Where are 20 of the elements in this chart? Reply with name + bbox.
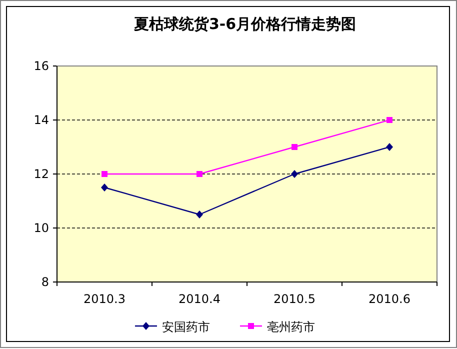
- point: [386, 117, 392, 123]
- y-tick-label: 12: [34, 167, 49, 181]
- x-tick-label: 2010.5: [274, 292, 316, 306]
- y-tick-label: 14: [34, 113, 49, 127]
- legend-label: 安国药市: [162, 320, 210, 334]
- point: [291, 170, 298, 178]
- point: [196, 171, 202, 177]
- point: [386, 143, 393, 151]
- y-tick-label: 16: [34, 59, 49, 73]
- point: [196, 210, 203, 218]
- x-tick-label: 2010.6: [368, 292, 410, 306]
- x-tick-label: 2010.4: [178, 292, 220, 306]
- y-tick-label: 10: [34, 221, 49, 235]
- y-tick-label: 8: [41, 275, 49, 289]
- point: [292, 144, 298, 150]
- point: [101, 184, 108, 192]
- legend-label: 亳州药市: [267, 320, 315, 334]
- chart-title: 夏枯球统货3-6月价格行情走势图: [132, 15, 356, 33]
- x-tick-label: 2010.3: [84, 292, 126, 306]
- point: [102, 171, 108, 177]
